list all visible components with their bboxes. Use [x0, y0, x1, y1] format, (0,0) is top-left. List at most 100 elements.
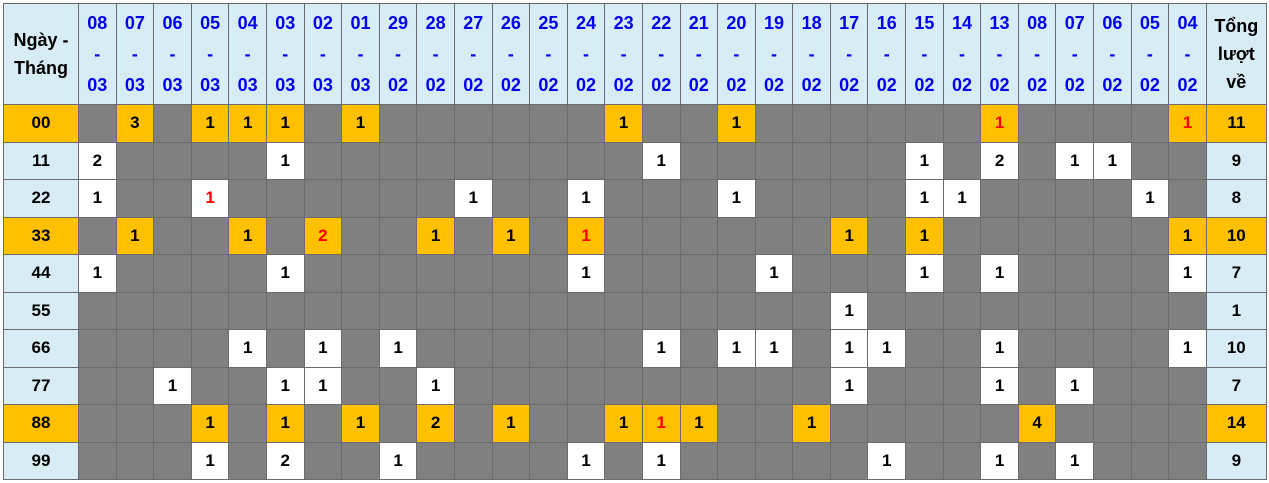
date-sep: -	[169, 43, 176, 64]
date-day: 15	[914, 12, 935, 33]
empty-cell	[905, 441, 944, 480]
row-total: 7	[1205, 254, 1267, 293]
empty-cell	[754, 141, 794, 180]
count-cell: 2	[303, 216, 343, 255]
date-header: 06 - 03	[153, 3, 192, 105]
empty-cell	[416, 291, 455, 330]
empty-cell	[378, 404, 418, 443]
date-day: 22	[651, 12, 672, 33]
empty-cell	[1093, 254, 1132, 293]
date-day: 07	[124, 12, 145, 33]
empty-cell	[491, 179, 531, 218]
empty-cell	[341, 179, 380, 218]
date-month: 02	[876, 74, 897, 95]
empty-cell	[1055, 291, 1095, 330]
date-header: 23 - 02	[604, 3, 643, 105]
date-month: 02	[1102, 74, 1123, 95]
count-cell: 1	[1168, 216, 1207, 255]
count-cell: 1	[867, 441, 907, 480]
count-cell: 1	[190, 404, 230, 443]
count-cell: 1	[190, 104, 230, 143]
date-month: 02	[613, 74, 634, 95]
empty-cell	[1055, 404, 1095, 443]
empty-cell	[491, 441, 531, 480]
empty-cell	[115, 179, 155, 218]
empty-cell	[341, 254, 380, 293]
date-month: 03	[124, 74, 145, 95]
empty-cell	[641, 254, 681, 293]
empty-cell	[604, 366, 643, 405]
date-header: 29 - 02	[378, 3, 418, 105]
date-header: 07 - 03	[115, 3, 155, 105]
empty-cell	[1130, 216, 1170, 255]
total-header: Tổng lượt về	[1205, 3, 1267, 105]
count-cell: 1	[491, 404, 531, 443]
empty-cell	[115, 141, 155, 180]
date-month: 03	[237, 74, 258, 95]
row-total: 8	[1205, 179, 1267, 218]
empty-cell	[679, 254, 719, 293]
empty-cell	[792, 179, 831, 218]
empty-cell	[341, 291, 380, 330]
date-month: 03	[350, 74, 371, 95]
empty-cell	[115, 366, 155, 405]
date-sep: -	[545, 43, 552, 64]
empty-cell	[829, 141, 869, 180]
empty-cell	[153, 216, 192, 255]
date-header: 01 - 03	[341, 3, 380, 105]
date-header: 26 - 02	[491, 3, 531, 105]
date-sep: -	[1146, 43, 1153, 64]
count-cell: 1	[829, 291, 869, 330]
row-total: 9	[1205, 141, 1267, 180]
date-sep: -	[1184, 43, 1191, 64]
table-row: 99 1 2 1 1 1 1 1 1 9	[3, 441, 1267, 480]
empty-cell	[867, 254, 907, 293]
date-header: 18 - 02	[792, 3, 831, 105]
count-cell: 1	[980, 254, 1019, 293]
count-cell: 1	[566, 216, 606, 255]
date-month: 02	[1139, 74, 1160, 95]
date-sep: -	[244, 43, 251, 64]
empty-cell	[566, 366, 606, 405]
empty-cell	[341, 329, 380, 368]
empty-cell	[1093, 216, 1132, 255]
empty-cell	[829, 404, 869, 443]
date-header: 06 - 02	[1093, 3, 1132, 105]
empty-cell	[679, 441, 719, 480]
date-sep: -	[1034, 43, 1041, 64]
row-total: 14	[1205, 404, 1267, 443]
count-cell: 1	[942, 179, 982, 218]
empty-cell	[792, 329, 831, 368]
empty-cell	[228, 404, 267, 443]
empty-cell	[1130, 254, 1170, 293]
empty-cell	[416, 254, 455, 293]
date-month: 02	[951, 74, 972, 95]
empty-cell	[453, 404, 493, 443]
empty-cell	[453, 441, 493, 480]
row-label: 77	[3, 366, 79, 405]
date-month: 02	[726, 74, 747, 95]
count-cell: 1	[980, 441, 1019, 480]
count-cell: 2	[416, 404, 455, 443]
date-sep: -	[319, 43, 326, 64]
empty-cell	[717, 441, 756, 480]
date-day: 06	[1102, 12, 1123, 33]
date-sep: -	[958, 43, 965, 64]
empty-cell	[153, 441, 192, 480]
empty-cell	[867, 104, 907, 143]
count-cell: 1	[717, 179, 756, 218]
date-sep: -	[207, 43, 214, 64]
row-label: 22	[3, 179, 79, 218]
empty-cell	[604, 216, 643, 255]
empty-cell	[1093, 404, 1132, 443]
empty-cell	[942, 366, 982, 405]
empty-cell	[1017, 179, 1057, 218]
date-day: 07	[1064, 12, 1085, 33]
empty-cell	[78, 441, 117, 480]
count-cell: 1	[416, 366, 455, 405]
empty-cell	[1093, 291, 1132, 330]
date-header: 27 - 02	[453, 3, 493, 105]
empty-cell	[1168, 179, 1207, 218]
table-row: 88 1 1 1 2 1 1 1 1 1 4 14	[3, 404, 1267, 443]
count-cell: 1	[829, 366, 869, 405]
